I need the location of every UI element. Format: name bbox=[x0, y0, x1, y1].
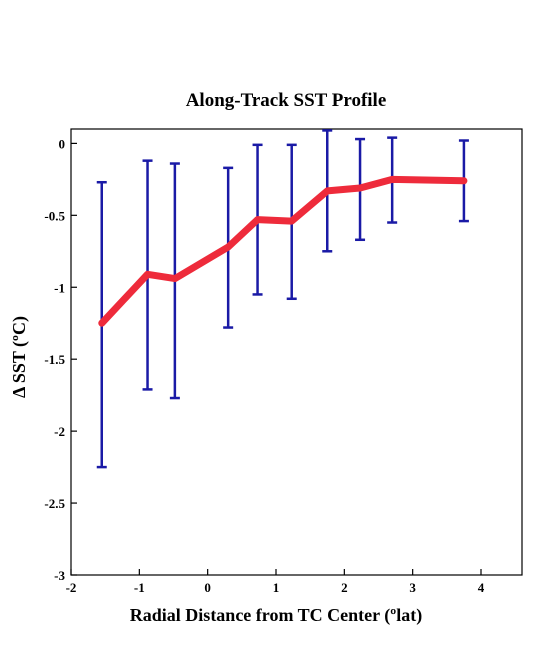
x-axis-label: Radial Distance from TC Center (ºlat) bbox=[130, 605, 422, 626]
x-tick-label: 2 bbox=[341, 580, 348, 595]
x-axis: -2 -1 0 1 2 3 4 bbox=[66, 569, 485, 595]
y-axis-label: Δ SST (ºC) bbox=[9, 316, 30, 398]
series-line bbox=[98, 175, 468, 327]
plot-area bbox=[70, 128, 523, 576]
x-tick-label: 3 bbox=[409, 580, 416, 595]
x-tick-label: 4 bbox=[478, 580, 485, 595]
y-tick-label: -0.5 bbox=[44, 208, 65, 223]
y-tick-label: -1 bbox=[54, 280, 65, 295]
x-tick-label: -1 bbox=[134, 580, 145, 595]
y-tick-label: -1.5 bbox=[44, 352, 65, 367]
y-tick-label: -2 bbox=[54, 424, 65, 439]
series-line-group bbox=[98, 175, 468, 327]
chart-title: Along-Track SST Profile bbox=[186, 90, 387, 111]
y-tick-label: 0 bbox=[59, 136, 66, 151]
y-tick-label: -2.5 bbox=[44, 496, 65, 511]
x-tick-label: -2 bbox=[66, 580, 77, 595]
plot-frame bbox=[70, 128, 523, 576]
x-tick-label: 0 bbox=[204, 580, 211, 595]
y-axis: 0 -0.5 -1 -1.5 -2 -2.5 -3 bbox=[44, 136, 77, 583]
x-tick-label: 1 bbox=[273, 580, 280, 595]
y-tick-label: -3 bbox=[54, 568, 65, 583]
